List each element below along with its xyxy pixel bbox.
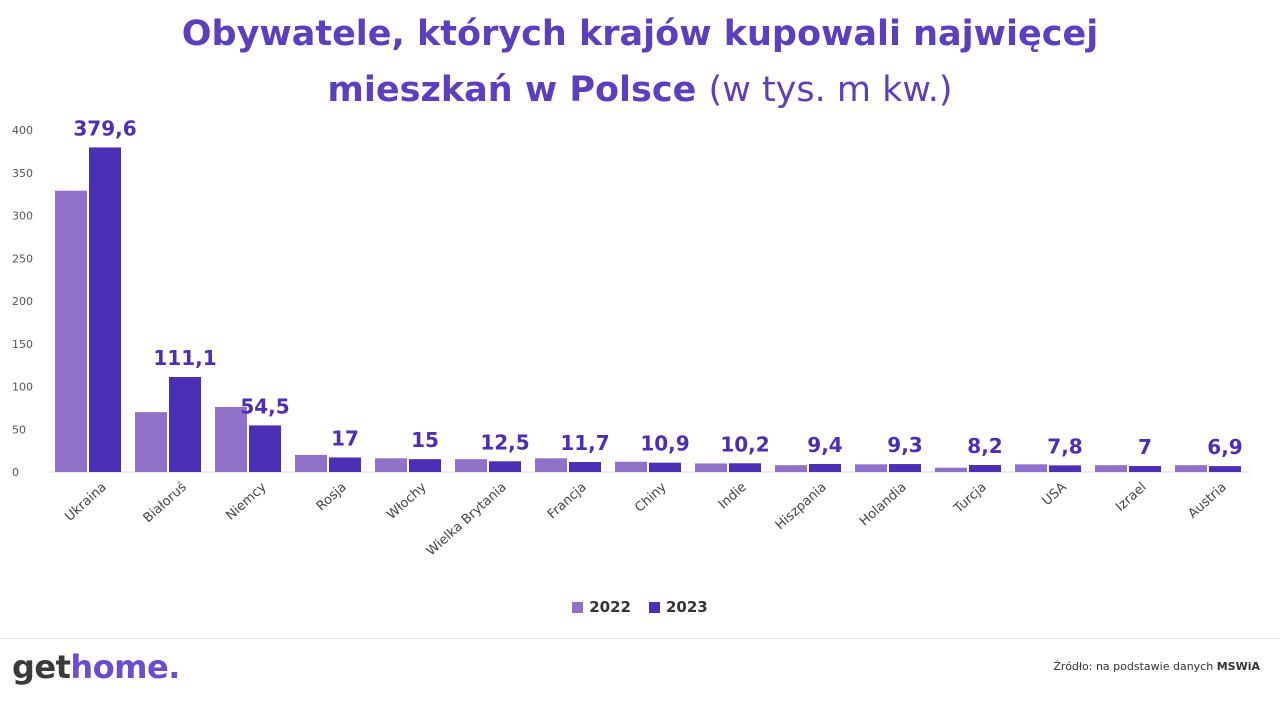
- bar-2023-14: [1129, 466, 1161, 472]
- logo-text-get: get: [12, 648, 71, 686]
- bar-2022-11: [855, 464, 887, 472]
- bar-2022-2: [135, 412, 167, 472]
- legend-swatch-2022: [572, 601, 584, 613]
- x-tick-label: Wielka Brytania: [424, 480, 510, 559]
- data-label-15: 6,9: [1207, 435, 1242, 459]
- y-tick-label: 0: [12, 466, 19, 479]
- chart-title: Obywatele, których krajów kupowali najwi…: [0, 12, 1280, 56]
- bar-2022-15: [1175, 465, 1207, 472]
- chart-title-line1: Obywatele, których krajów kupowali najwi…: [181, 14, 1099, 54]
- bar-2022-12: [935, 467, 967, 472]
- bar-2023-8: [649, 462, 681, 472]
- data-label-5: 15: [411, 428, 439, 452]
- data-label-12: 8,2: [967, 434, 1002, 458]
- data-label-6: 12,5: [480, 430, 529, 454]
- bar-2023-15: [1209, 466, 1241, 472]
- data-label-9: 10,2: [720, 432, 769, 456]
- data-label-2: 111,1: [153, 346, 216, 370]
- data-label-1: 379,6: [73, 116, 136, 140]
- data-label-14: 7: [1138, 435, 1152, 459]
- bar-2022-4: [295, 454, 327, 472]
- source-note: Źródło: na podstawie danych MSWiA: [1053, 660, 1260, 673]
- bar-2022-14: [1095, 465, 1127, 472]
- bar-2023-6: [489, 461, 521, 472]
- y-tick-label: 100: [12, 381, 33, 394]
- y-tick-label: 250: [12, 252, 33, 265]
- data-label-3: 54,5: [240, 394, 289, 418]
- legend-label-2022: 2022: [589, 598, 631, 616]
- footer-divider: [0, 638, 1280, 639]
- bar-chart: 0 50 100 150 200 250 300 350 400 379,6 Ukraina 111,…: [12, 116, 1250, 559]
- bar-2023-11: [889, 464, 921, 472]
- bar-2023-13: [1049, 465, 1081, 472]
- data-label-13: 7,8: [1047, 434, 1082, 458]
- legend-swatch-2023: [649, 601, 660, 613]
- chart-legend: 2022 2023: [0, 598, 1280, 616]
- bar-2023-1: [89, 147, 121, 472]
- bar-2022-13: [1015, 464, 1047, 472]
- logo-text-home: home.: [70, 648, 180, 686]
- x-tick-label: Ukraina: [62, 480, 109, 525]
- y-tick-label: 150: [12, 338, 33, 351]
- x-tick-label: Hiszpania: [773, 480, 830, 533]
- bar-2022-10: [775, 465, 807, 472]
- data-label-11: 9,3: [887, 433, 922, 457]
- source-prefix: Źródło: na podstawie danych: [1053, 660, 1214, 673]
- gethome-logo: gethome.: [12, 648, 180, 686]
- chart-title-line-2: mieszkań w Polsce (w tys. m kw.): [0, 68, 1280, 112]
- source-bold: MSWiA: [1216, 660, 1260, 673]
- x-tick-label: Holandia: [857, 480, 910, 530]
- x-tick-label: Francja: [545, 480, 590, 522]
- bar-2022-5: [375, 458, 407, 472]
- data-label-8: 10,9: [640, 432, 689, 456]
- x-tick-label: Izrael: [1113, 480, 1149, 515]
- bar-2022-9: [695, 463, 727, 472]
- x-tick-label: USA: [1040, 480, 1070, 509]
- bar-2022-8: [615, 461, 647, 472]
- data-label-10: 9,4: [807, 433, 842, 457]
- bar-2023-10: [809, 463, 841, 472]
- bar-2023-5: [409, 459, 441, 472]
- data-label-7: 11,7: [560, 431, 609, 455]
- bar-2022-6: [455, 459, 487, 472]
- y-tick-label: 200: [12, 295, 33, 308]
- legend-item-2022: 2022: [572, 598, 631, 616]
- bar-2022-1: [55, 190, 87, 472]
- x-tick-label: Włochy: [384, 480, 430, 523]
- bar-2023-3: [249, 425, 281, 472]
- chart-title-line2: mieszkań w Polsce: [327, 70, 697, 110]
- data-label-4: 17: [331, 426, 359, 450]
- bar-2023-4: [329, 457, 361, 472]
- bar-2023-2: [169, 377, 201, 472]
- bar-2023-7: [569, 461, 601, 472]
- bar-2023-12: [969, 464, 1001, 472]
- y-tick-label: 50: [12, 423, 26, 436]
- y-tick-label: 400: [12, 124, 33, 137]
- x-tick-label: Chiny: [632, 480, 670, 516]
- x-tick-label: Austria: [1186, 480, 1230, 522]
- x-tick-label: Turcja: [951, 480, 990, 517]
- x-tick-label: Rosja: [314, 480, 350, 514]
- y-tick-label: 300: [12, 210, 33, 223]
- bar-2023-9: [729, 463, 761, 472]
- y-tick-label: 350: [12, 167, 33, 180]
- x-tick-label: Białoruś: [141, 480, 190, 526]
- legend-label-2023: 2023: [666, 598, 708, 616]
- legend-item-2023: 2023: [649, 598, 708, 616]
- bar-2022-7: [535, 458, 567, 472]
- x-tick-label: Indie: [716, 480, 750, 513]
- chart-subtitle: (w tys. m kw.): [708, 70, 953, 110]
- x-tick-label: Niemcy: [223, 480, 270, 524]
- bar-2022-3: [215, 407, 247, 472]
